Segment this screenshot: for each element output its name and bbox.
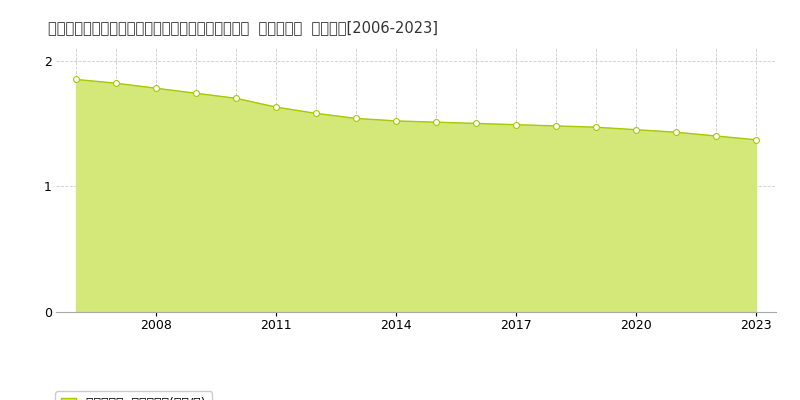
Point [150,85,162,92]
Point [710,133,722,139]
Point [510,122,522,128]
Point [750,136,762,143]
Point [110,80,122,86]
Point [350,115,362,122]
Point [270,104,282,110]
Point [190,90,202,96]
Point [70,76,82,83]
Point [590,124,602,130]
Legend: 基準地価格  平均坪単価(万円/坪): 基準地価格 平均坪単価(万円/坪) [55,391,212,400]
Point [390,118,402,124]
Point [470,120,482,127]
Point [550,123,562,129]
Point [230,95,242,102]
Point [670,129,682,136]
Point [310,110,322,116]
Point [430,119,442,125]
Point [630,126,642,133]
Text: 福島県東白川郡鮫川村大字富田字彦次郎２８７番１  基準地価格  地価推移[2006-2023]: 福島県東白川郡鮫川村大字富田字彦次郎２８７番１ 基準地価格 地価推移[2006-… [48,20,438,35]
